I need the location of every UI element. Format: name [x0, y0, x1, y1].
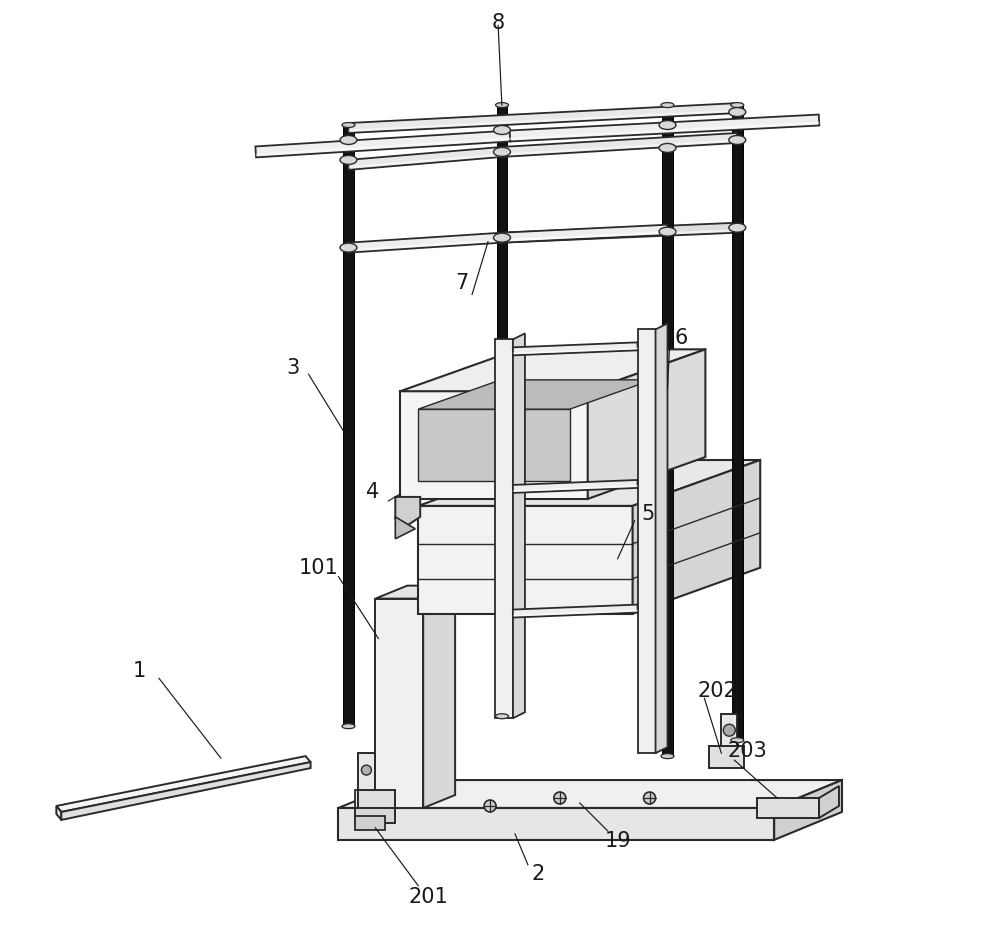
- Circle shape: [554, 793, 566, 804]
- Polygon shape: [355, 808, 395, 823]
- Polygon shape: [513, 343, 638, 356]
- Text: 5: 5: [641, 503, 654, 523]
- Polygon shape: [338, 808, 774, 840]
- Ellipse shape: [661, 104, 674, 108]
- Text: 3: 3: [286, 358, 299, 378]
- Polygon shape: [510, 122, 819, 141]
- Ellipse shape: [731, 104, 744, 108]
- Ellipse shape: [496, 104, 508, 108]
- Polygon shape: [513, 480, 638, 493]
- Polygon shape: [774, 781, 842, 840]
- Ellipse shape: [659, 228, 676, 237]
- Polygon shape: [513, 605, 638, 618]
- Polygon shape: [513, 486, 638, 492]
- Text: 4: 4: [366, 481, 379, 502]
- Ellipse shape: [494, 148, 510, 158]
- Ellipse shape: [340, 244, 357, 253]
- Ellipse shape: [659, 121, 676, 131]
- Polygon shape: [348, 104, 738, 133]
- Polygon shape: [349, 154, 502, 170]
- Polygon shape: [61, 762, 311, 820]
- Polygon shape: [638, 330, 656, 754]
- Bar: [662, 106, 673, 756]
- Text: 19: 19: [604, 830, 631, 850]
- Polygon shape: [358, 790, 395, 813]
- Text: 2: 2: [531, 863, 545, 883]
- Ellipse shape: [661, 754, 674, 759]
- Polygon shape: [418, 380, 652, 410]
- Polygon shape: [418, 410, 570, 481]
- Ellipse shape: [729, 108, 746, 118]
- Circle shape: [723, 724, 735, 736]
- Polygon shape: [338, 781, 842, 808]
- Polygon shape: [633, 461, 760, 614]
- Text: 1: 1: [132, 661, 146, 680]
- Polygon shape: [495, 340, 513, 718]
- Polygon shape: [423, 586, 455, 808]
- Polygon shape: [358, 754, 375, 790]
- Text: 6: 6: [675, 328, 688, 348]
- Circle shape: [644, 793, 656, 804]
- Ellipse shape: [340, 157, 357, 165]
- Polygon shape: [256, 138, 510, 157]
- Polygon shape: [56, 756, 311, 812]
- Circle shape: [484, 800, 496, 812]
- Ellipse shape: [342, 123, 355, 128]
- Ellipse shape: [494, 126, 510, 135]
- Polygon shape: [348, 147, 502, 171]
- Polygon shape: [502, 230, 737, 242]
- Polygon shape: [513, 349, 638, 355]
- Polygon shape: [721, 715, 737, 746]
- Ellipse shape: [494, 234, 510, 243]
- Polygon shape: [348, 234, 502, 253]
- Polygon shape: [510, 116, 819, 143]
- Circle shape: [361, 766, 371, 775]
- Ellipse shape: [342, 724, 355, 729]
- Polygon shape: [502, 133, 738, 158]
- Bar: [343, 126, 354, 727]
- Ellipse shape: [496, 714, 508, 719]
- Polygon shape: [349, 240, 502, 252]
- Polygon shape: [375, 599, 423, 808]
- Polygon shape: [709, 746, 744, 768]
- Polygon shape: [349, 110, 737, 133]
- Bar: [732, 106, 743, 741]
- Bar: [497, 106, 507, 717]
- Ellipse shape: [340, 136, 357, 146]
- Text: 7: 7: [455, 273, 469, 292]
- Polygon shape: [355, 790, 395, 808]
- Polygon shape: [418, 506, 633, 614]
- Ellipse shape: [731, 738, 744, 743]
- Polygon shape: [588, 350, 705, 500]
- Polygon shape: [513, 610, 638, 616]
- Text: 8: 8: [491, 13, 505, 33]
- Polygon shape: [56, 806, 61, 820]
- Polygon shape: [395, 498, 420, 527]
- Polygon shape: [400, 392, 588, 500]
- Ellipse shape: [729, 136, 746, 146]
- Polygon shape: [400, 350, 705, 392]
- Polygon shape: [502, 140, 737, 157]
- Polygon shape: [757, 798, 819, 818]
- Ellipse shape: [729, 224, 746, 233]
- Polygon shape: [819, 786, 839, 818]
- Polygon shape: [395, 517, 415, 540]
- Text: 101: 101: [299, 557, 338, 578]
- Polygon shape: [255, 132, 510, 159]
- Polygon shape: [513, 334, 525, 718]
- Text: 203: 203: [727, 741, 767, 760]
- Text: 202: 202: [697, 680, 737, 701]
- Ellipse shape: [659, 145, 676, 153]
- Polygon shape: [502, 225, 668, 244]
- Polygon shape: [502, 232, 668, 242]
- Polygon shape: [375, 586, 455, 599]
- Polygon shape: [656, 324, 667, 754]
- Text: 201: 201: [408, 885, 448, 906]
- Polygon shape: [502, 223, 737, 244]
- Polygon shape: [418, 461, 760, 506]
- Polygon shape: [355, 816, 385, 830]
